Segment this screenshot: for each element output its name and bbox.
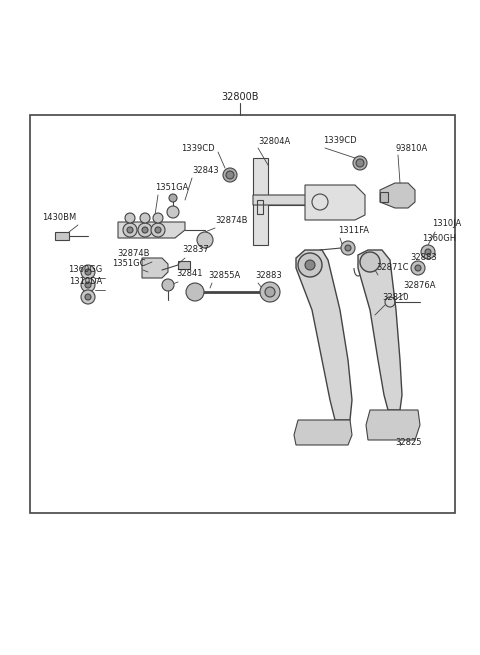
Circle shape — [155, 227, 161, 233]
Text: 32804A: 32804A — [258, 137, 290, 146]
Circle shape — [151, 223, 165, 237]
Circle shape — [169, 194, 177, 202]
Circle shape — [153, 213, 163, 223]
Circle shape — [127, 227, 133, 233]
Text: 1430BM: 1430BM — [42, 213, 76, 222]
Circle shape — [85, 294, 91, 300]
Text: 93810A: 93810A — [395, 144, 427, 153]
Circle shape — [265, 287, 275, 297]
Text: 32883: 32883 — [255, 271, 282, 280]
Text: 1311FA: 1311FA — [338, 226, 369, 235]
Circle shape — [260, 282, 280, 302]
Text: 1351GA: 1351GA — [155, 183, 188, 192]
Circle shape — [123, 223, 137, 237]
Circle shape — [360, 252, 380, 272]
Text: 32874B: 32874B — [215, 216, 248, 225]
Circle shape — [341, 241, 355, 255]
Bar — [30, 115, 455, 513]
Text: 32841: 32841 — [176, 269, 203, 278]
Circle shape — [125, 213, 135, 223]
Polygon shape — [294, 420, 352, 445]
Polygon shape — [305, 185, 365, 220]
Text: 1351GC: 1351GC — [112, 259, 146, 268]
Bar — [55, 232, 69, 240]
Circle shape — [345, 245, 351, 251]
Text: 1339CD: 1339CD — [181, 144, 215, 153]
Text: 32800B: 32800B — [221, 92, 259, 102]
Text: 32855A: 32855A — [208, 271, 240, 280]
Circle shape — [425, 249, 431, 255]
Polygon shape — [366, 410, 420, 440]
Circle shape — [81, 265, 95, 279]
Polygon shape — [253, 195, 345, 205]
Circle shape — [85, 269, 91, 275]
Circle shape — [298, 253, 322, 277]
Circle shape — [167, 206, 179, 218]
Text: 1339CD: 1339CD — [323, 136, 357, 145]
Circle shape — [142, 227, 148, 233]
Circle shape — [305, 260, 315, 270]
Polygon shape — [358, 250, 402, 410]
Circle shape — [138, 223, 152, 237]
Circle shape — [353, 156, 367, 170]
Circle shape — [421, 245, 435, 259]
Circle shape — [85, 282, 91, 288]
Text: 32876A: 32876A — [403, 281, 435, 290]
Circle shape — [197, 232, 213, 248]
Text: 1360GH: 1360GH — [422, 234, 456, 243]
Circle shape — [186, 283, 204, 301]
Circle shape — [226, 171, 234, 179]
Text: 1310JA: 1310JA — [432, 219, 461, 228]
Circle shape — [415, 265, 421, 271]
Polygon shape — [296, 250, 352, 420]
Text: 32883: 32883 — [410, 253, 437, 262]
Circle shape — [162, 279, 174, 291]
Text: 32843: 32843 — [192, 166, 218, 175]
Bar — [178, 261, 190, 269]
Circle shape — [223, 168, 237, 182]
Bar — [380, 192, 388, 202]
Polygon shape — [380, 183, 415, 208]
Text: 32825: 32825 — [395, 438, 421, 447]
Circle shape — [81, 290, 95, 304]
Circle shape — [140, 213, 150, 223]
Polygon shape — [253, 158, 305, 245]
Text: 32871C: 32871C — [376, 263, 408, 272]
Text: 32874B: 32874B — [118, 249, 150, 258]
Circle shape — [356, 159, 364, 167]
Text: 32837: 32837 — [182, 245, 209, 254]
Text: 1310DA: 1310DA — [69, 277, 102, 286]
Circle shape — [81, 278, 95, 292]
Polygon shape — [142, 258, 168, 278]
Polygon shape — [118, 222, 185, 238]
Text: 1360GG: 1360GG — [68, 265, 102, 274]
Circle shape — [411, 261, 425, 275]
Text: 32810: 32810 — [382, 293, 408, 302]
Bar — [257, 200, 263, 214]
